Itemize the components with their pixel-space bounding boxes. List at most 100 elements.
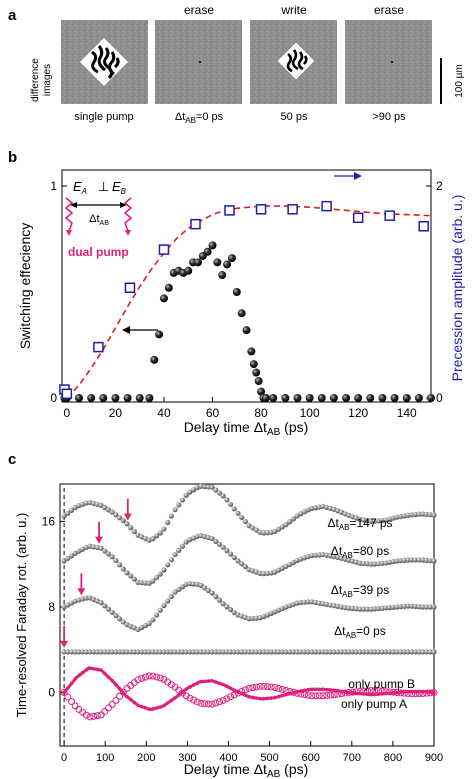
inset-eb: EB — [112, 179, 127, 196]
pump-a-point — [373, 692, 377, 697]
trace-label-1: ΔtAB=80 ps — [331, 544, 389, 560]
trace-3 — [60, 625, 437, 655]
trace-point — [113, 612, 119, 619]
pump-b-arrowhead — [123, 513, 132, 521]
precession-point — [418, 221, 429, 232]
pump-a-point — [176, 693, 181, 697]
panel-b-letter: b — [8, 149, 17, 166]
trace-point — [424, 649, 430, 655]
trace-point — [283, 522, 289, 528]
trace-point — [261, 649, 267, 655]
pump-b-point — [138, 674, 146, 682]
pump-a-point — [210, 678, 214, 683]
trace-point — [290, 516, 297, 522]
pump-a-point — [147, 707, 151, 712]
trace-point — [87, 649, 93, 655]
trace-point — [116, 562, 123, 568]
xlabel-b: Delay time ΔtAB (ps) — [184, 419, 309, 438]
precession-point — [124, 282, 136, 294]
pump-b-point — [156, 674, 164, 682]
pump-b-point — [145, 672, 153, 680]
x-tick-label-b: 80 — [254, 406, 268, 420]
trace-point — [105, 606, 112, 612]
trace-point — [124, 649, 130, 655]
pump-a-point — [358, 691, 362, 696]
trace-point — [235, 558, 241, 564]
trace-2 — [61, 573, 437, 633]
trace-point — [231, 649, 237, 655]
series-precession-b — [59, 200, 429, 400]
pump-a-point — [136, 703, 140, 708]
pump-a-point — [84, 668, 89, 672]
pump-a-point — [77, 673, 81, 678]
precession-point — [384, 210, 395, 221]
pump-a-point — [287, 691, 292, 696]
pump-b-point — [104, 704, 112, 712]
trace-point — [202, 649, 208, 655]
trace-point — [213, 594, 219, 600]
pump-b-point — [278, 685, 286, 693]
trace-point — [176, 547, 182, 554]
pump-a-point — [188, 685, 192, 689]
series-labels-c: ΔtAB=147 ps ΔtAB=80 ps ΔtAB=39 ps ΔtAB=0 ps… — [327, 516, 415, 711]
dual-pump-inset: EA ⊥ EB ΔtAB dual pump — [64, 179, 133, 259]
trace-label-3: ΔtAB=0 ps — [334, 624, 386, 640]
pump-a-point — [317, 687, 322, 692]
trace-point — [157, 607, 163, 613]
trace-point — [213, 487, 219, 493]
trace-point — [431, 512, 437, 518]
pump-a-point — [299, 689, 303, 693]
pump-a-point — [258, 696, 262, 701]
trace-point — [172, 551, 178, 558]
trace-point — [368, 606, 374, 612]
pump-a-point — [369, 692, 373, 697]
switching-point — [135, 394, 144, 402]
ylabel-right-b: Precession amplitude (arb. u.) — [449, 195, 465, 382]
pump-b-point — [134, 676, 142, 684]
trace-point — [298, 649, 304, 655]
pump-a-point — [132, 700, 137, 705]
trace-point — [242, 649, 248, 655]
pump-b-point — [267, 683, 275, 691]
pump-b-point — [82, 711, 90, 719]
switching-point — [317, 394, 326, 402]
trace-point — [161, 602, 167, 609]
trace-point — [209, 649, 215, 655]
pump-a-point — [284, 692, 288, 697]
axis-arrow-right — [334, 172, 362, 180]
trace-point — [198, 649, 204, 655]
series-switching-b — [60, 241, 435, 402]
trace-point — [146, 649, 152, 655]
trace-point — [301, 649, 308, 655]
trace-point — [246, 649, 252, 655]
plot-frame-b — [61, 169, 432, 403]
pump-a-point — [336, 689, 340, 693]
trace-point — [128, 525, 134, 531]
trace-label-4: only pump B — [348, 677, 415, 691]
trace-point — [128, 649, 134, 655]
pump-a-point — [350, 691, 355, 695]
trace-point — [128, 573, 134, 579]
trace-point — [416, 649, 422, 655]
trace-point — [142, 649, 149, 655]
pump-a-point — [243, 693, 248, 698]
trace-point — [216, 490, 223, 496]
axes-b: 0 20 40 60 80 100 120 140 0 1 0 2 — [50, 179, 443, 420]
pump-a-point — [421, 689, 425, 694]
pump-a-point — [184, 687, 188, 692]
trace-point — [161, 649, 167, 655]
pump-b-point — [197, 699, 205, 707]
pump-spot-erase-1 — [198, 60, 202, 64]
trace-point — [420, 604, 426, 610]
trace-point — [257, 570, 263, 577]
trace-point — [183, 492, 189, 498]
pump-b-point — [219, 696, 227, 704]
trace-point — [409, 649, 415, 655]
trace-point — [168, 649, 174, 655]
inset-arrowheads — [70, 202, 127, 208]
pump-a-point — [291, 690, 296, 695]
trace-point — [327, 649, 334, 655]
pump-a-point — [213, 680, 218, 684]
trace-point — [68, 649, 75, 655]
